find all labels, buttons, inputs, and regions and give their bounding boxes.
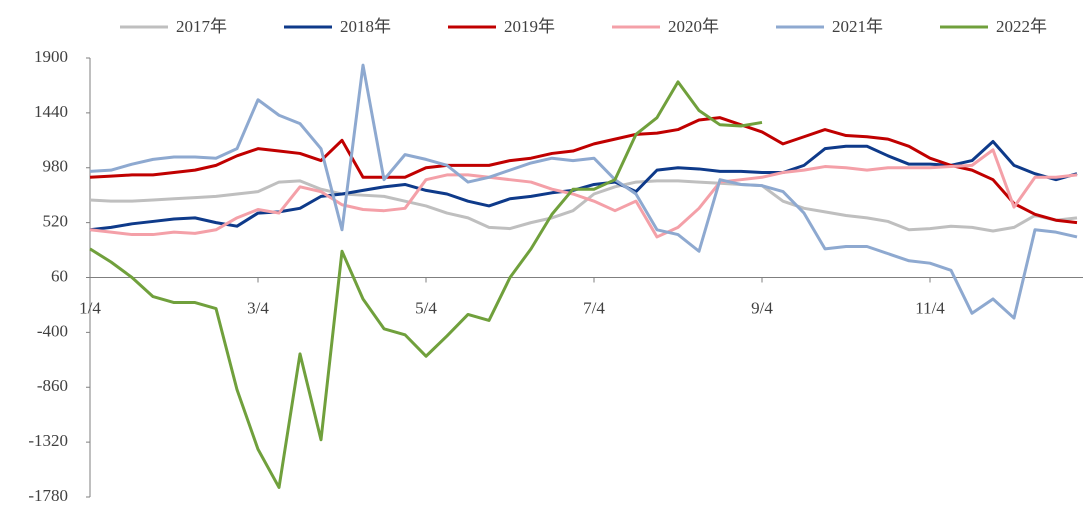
series-line xyxy=(89,179,1078,233)
series-line xyxy=(89,140,1078,232)
y-tick-label: 980 xyxy=(43,157,69,176)
x-tick-label: 1/4 xyxy=(79,298,101,317)
legend-label: 2018年 xyxy=(340,17,391,36)
legend-label: 2022年 xyxy=(996,17,1047,36)
series-line xyxy=(89,80,763,489)
x-tick-label: 5/4 xyxy=(415,298,437,317)
y-tick-label: -1780 xyxy=(28,486,68,505)
y-tick-label: -860 xyxy=(37,376,68,395)
y-tick-label: 1440 xyxy=(34,102,68,121)
legend-label: 2017年 xyxy=(176,17,227,36)
y-tick-label: 1900 xyxy=(34,47,68,66)
y-tick-label: 60 xyxy=(51,266,68,285)
x-tick-label: 11/4 xyxy=(915,298,945,317)
series-line xyxy=(89,116,1078,225)
y-tick-label: 520 xyxy=(43,212,69,231)
legend-label: 2019年 xyxy=(504,17,555,36)
x-tick-label: 7/4 xyxy=(583,298,605,317)
y-tick-label: -1320 xyxy=(28,431,68,450)
legend-label: 2021年 xyxy=(832,17,883,36)
legend-label: 2020年 xyxy=(668,17,719,36)
series-line xyxy=(89,148,1078,239)
x-tick-label: 9/4 xyxy=(751,298,773,317)
x-tick-label: 3/4 xyxy=(247,298,269,317)
y-tick-label: -400 xyxy=(37,321,68,340)
series-line xyxy=(89,63,1078,320)
